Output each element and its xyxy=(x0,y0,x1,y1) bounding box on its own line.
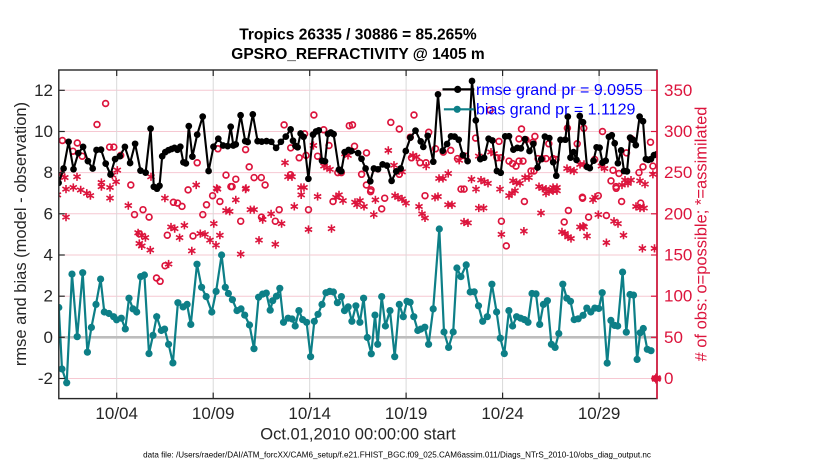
svg-text:300: 300 xyxy=(664,122,692,141)
svg-text:10: 10 xyxy=(34,122,53,141)
svg-text:Oct.01,2010 00:00:00 start: Oct.01,2010 00:00:00 start xyxy=(260,426,456,444)
svg-text:350: 350 xyxy=(664,81,692,100)
svg-text:bias grand pr = 1.1129: bias grand pr = 1.1129 xyxy=(476,102,635,119)
svg-text:# of obs: o=possible; *=assimi: # of obs: o=possible; *=assimilated xyxy=(693,107,711,362)
svg-text:8: 8 xyxy=(44,163,53,182)
svg-text:12: 12 xyxy=(34,81,53,100)
svg-text:150: 150 xyxy=(664,246,692,265)
svg-text:10/29: 10/29 xyxy=(578,404,621,423)
svg-text:rmse grand pr = 9.0955: rmse grand pr = 9.0955 xyxy=(476,82,643,99)
svg-text:4: 4 xyxy=(44,246,53,265)
svg-text:10/14: 10/14 xyxy=(288,404,331,423)
svg-text:2: 2 xyxy=(44,287,53,306)
svg-text:250: 250 xyxy=(664,163,692,182)
svg-text:Tropics 26335 / 30886 = 85.265: Tropics 26335 / 30886 = 85.265% xyxy=(239,27,477,44)
svg-text:data file: /Users/raeder/DAI/A: data file: /Users/raeder/DAI/ATM_forcXX/… xyxy=(143,450,651,459)
svg-text:rmse and bias (model - observa: rmse and bias (model - observation) xyxy=(12,102,30,366)
svg-text:6: 6 xyxy=(44,204,53,223)
svg-text:10/24: 10/24 xyxy=(481,404,524,423)
svg-text:200: 200 xyxy=(664,204,692,223)
svg-text:50: 50 xyxy=(664,328,683,347)
svg-text:-2: -2 xyxy=(38,369,53,388)
svg-text:10/09: 10/09 xyxy=(192,404,235,423)
svg-text:10/19: 10/19 xyxy=(385,404,428,423)
svg-text:GPSRO_REFRACTIVITY @ 1405 m: GPSRO_REFRACTIVITY @ 1405 m xyxy=(231,46,484,63)
svg-text:10/04: 10/04 xyxy=(95,404,138,423)
svg-text:100: 100 xyxy=(664,287,692,306)
svg-text:0: 0 xyxy=(664,369,673,388)
svg-text:0: 0 xyxy=(44,328,53,347)
